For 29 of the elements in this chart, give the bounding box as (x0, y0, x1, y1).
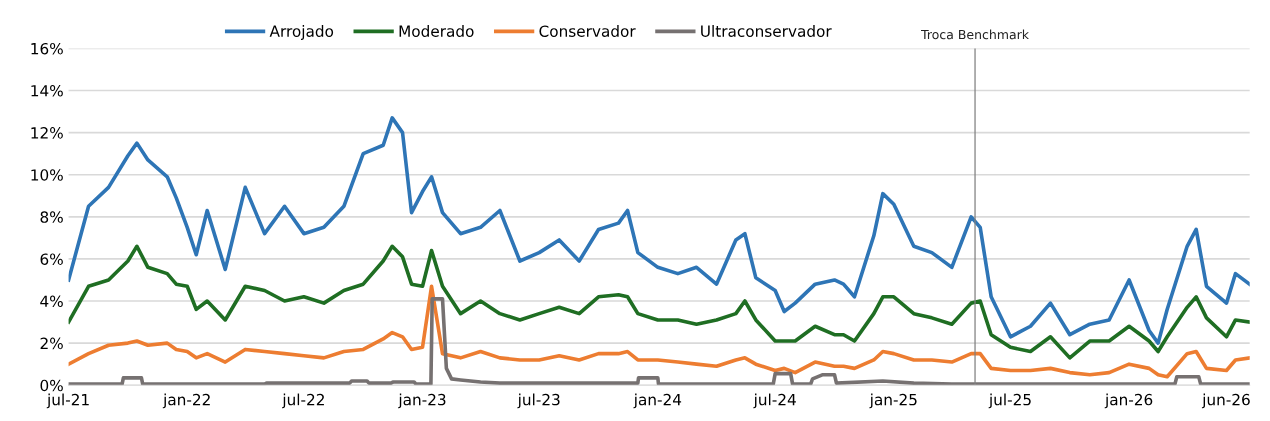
line-series (68, 284, 1250, 379)
line-series (68, 244, 1250, 360)
x-tick-label: jan-23 (398, 393, 446, 409)
y-tick-label: 16% (31, 42, 63, 55)
line-series (68, 297, 1250, 386)
legend-label: Conservador (539, 25, 636, 37)
y-tick-label: 8% (40, 211, 63, 223)
y-tick-label: 10% (31, 169, 63, 181)
y-tick-label: 4% (40, 295, 63, 308)
y-tick-label: 6% (40, 253, 63, 265)
x-tick-label: jul-21 (46, 393, 89, 409)
y-tick-label: 12% (31, 127, 63, 139)
x-tick-label: jan-22 (162, 393, 210, 409)
x-tick-label: jul-25 (988, 393, 1031, 409)
x-tick-label: jan-26 (1104, 393, 1153, 409)
y-tick-label: 2% (40, 337, 63, 350)
line-series (68, 116, 1250, 345)
legend-label: Arrojado (269, 25, 334, 40)
x-tick-label: jul-22 (282, 393, 324, 409)
ref-line-label: Troca Benchmark (921, 29, 1029, 40)
legend-label: Moderado (399, 25, 474, 37)
y-tick-label: 14% (31, 84, 63, 97)
x-tick-label: jan-24 (633, 393, 682, 409)
x-tick-label: jul-24 (753, 393, 796, 409)
x-tick-label: jan-25 (869, 393, 917, 409)
x-tick-label: jun-26 (1201, 393, 1250, 409)
legend-label: Ultraconservador (701, 25, 832, 37)
x-tick-label: jul-23 (517, 393, 560, 409)
y-tick-label: 0% (40, 379, 63, 392)
